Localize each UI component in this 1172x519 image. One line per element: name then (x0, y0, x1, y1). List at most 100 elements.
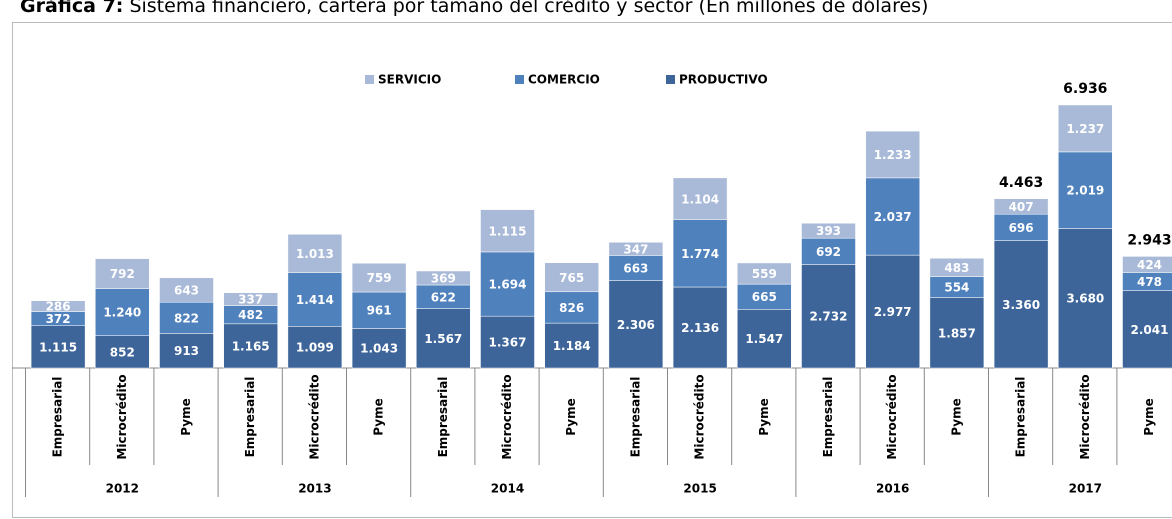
x-tick-label: Pyme (1142, 398, 1156, 435)
data-label: 1.237 (1066, 122, 1104, 136)
data-label: 2.977 (874, 305, 912, 319)
chart-border (12, 22, 1172, 518)
group-label: 2016 (876, 482, 909, 496)
data-label: 478 (1137, 275, 1162, 289)
data-label: 692 (816, 245, 841, 259)
data-label: 1.414 (296, 293, 334, 307)
legend-label: COMERCIO (528, 73, 600, 87)
data-label: 852 (110, 345, 135, 359)
data-label: 1.104 (681, 192, 719, 206)
data-label: 554 (944, 281, 969, 295)
data-label: 643 (174, 284, 199, 298)
total-label: 4.463 (999, 175, 1043, 191)
data-label: 1.547 (745, 332, 783, 346)
bar-segment (95, 258, 150, 289)
bar-segment (351, 291, 407, 329)
bar-segment (287, 272, 343, 327)
data-label: 913 (174, 344, 199, 358)
bar-segment (159, 277, 214, 303)
bar-segment (608, 242, 664, 256)
legend-swatch (515, 75, 524, 84)
bar-segment (1058, 104, 1113, 153)
bar-segment (1058, 151, 1113, 229)
bar-segment (608, 255, 664, 281)
data-label: 2.037 (874, 210, 912, 224)
bar-segment (801, 223, 856, 239)
data-label: 1.115 (39, 340, 77, 354)
bar-segment (672, 219, 728, 288)
title-prefix: Gráfica 7: (20, 0, 123, 17)
x-tick-label: Empresarial (821, 377, 835, 458)
data-label: 482 (238, 308, 263, 322)
bar-segment (1058, 228, 1113, 369)
data-label: 393 (816, 224, 841, 238)
data-label: 665 (752, 290, 777, 304)
group-label: 2015 (683, 482, 716, 496)
bar-segment (223, 323, 278, 369)
bar-segment (30, 300, 86, 312)
data-label: 2.019 (1066, 184, 1104, 198)
x-tick-label: Empresarial (436, 377, 450, 458)
x-tick-label: Pyme (949, 398, 963, 435)
data-label: 483 (944, 261, 969, 275)
x-tick-label: Microcrédito (693, 374, 707, 459)
x-tick-label: Empresarial (1014, 377, 1028, 458)
legend-label: SERVICIO (378, 73, 441, 87)
data-label: 2.732 (810, 310, 848, 324)
data-label: 1.043 (360, 342, 398, 356)
x-tick-label: Pyme (179, 398, 193, 435)
data-label: 622 (431, 290, 456, 304)
x-tick-label: Pyme (372, 398, 386, 435)
data-label: 1.233 (874, 148, 912, 162)
bar-segment (480, 251, 535, 317)
chart-title: Gráfica 7: Sistema financiero, cartera p… (20, 0, 928, 17)
data-label: 826 (559, 301, 584, 315)
bar-segment (544, 322, 599, 369)
data-label: 3.680 (1066, 292, 1104, 306)
data-label: 1.013 (296, 247, 334, 261)
bar-segment (865, 177, 920, 256)
bar-segment (1122, 256, 1172, 273)
data-label: 696 (1009, 221, 1034, 235)
data-label: 1.165 (232, 339, 270, 353)
bar-segment (95, 288, 150, 336)
data-label: 792 (110, 267, 135, 281)
bar-segment (416, 270, 471, 286)
data-label: 2.306 (617, 318, 655, 332)
data-label: 347 (623, 242, 648, 256)
data-label: 1.367 (489, 336, 527, 350)
bar-segment (929, 258, 985, 277)
bar-segment (737, 309, 792, 369)
data-label: 822 (174, 311, 199, 325)
group-label: 2012 (106, 482, 139, 496)
bar-segment (993, 198, 1049, 215)
x-tick-label: Pyme (564, 398, 578, 435)
bar-segment (672, 286, 728, 369)
data-label: 765 (559, 271, 584, 285)
x-tick-label: Pyme (757, 398, 771, 435)
x-tick-label: Empresarial (51, 377, 65, 458)
bar-segment (929, 297, 985, 369)
data-label: 1.115 (489, 224, 527, 238)
bar-segment (351, 328, 407, 369)
data-label: 1.694 (489, 278, 527, 292)
bar-segment (993, 240, 1049, 369)
data-label: 1.567 (424, 332, 462, 346)
x-tick-label: Microcrédito (885, 374, 899, 459)
x-tick-label: Microcrédito (115, 374, 129, 459)
x-tick-label: Microcrédito (500, 374, 514, 459)
group-label: 2014 (491, 482, 524, 496)
data-label: 961 (367, 304, 392, 318)
data-label: 559 (752, 267, 777, 281)
x-tick-label: Empresarial (628, 377, 642, 458)
bar-segment (416, 308, 471, 369)
x-tick-label: Microcrédito (307, 374, 321, 459)
bar-segment (801, 264, 856, 369)
x-tick-label: Empresarial (243, 377, 257, 458)
data-label: 369 (431, 272, 456, 286)
bar-segment (865, 254, 920, 369)
data-label: 286 (46, 300, 71, 314)
data-label: 337 (238, 293, 263, 307)
bar-segment (608, 280, 664, 369)
